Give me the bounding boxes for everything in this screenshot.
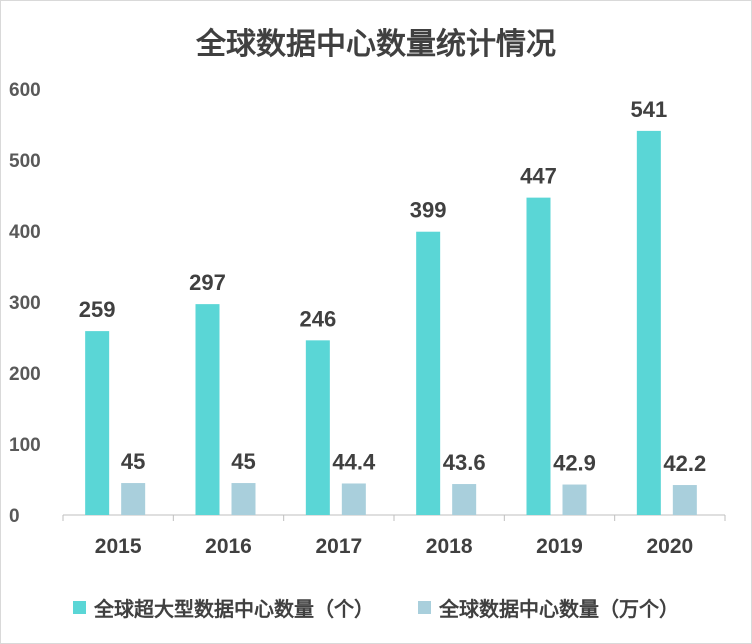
- legend-swatch-total: [418, 601, 431, 614]
- y-tick-label: 100: [9, 435, 41, 456]
- bar-total: [231, 483, 256, 515]
- bar-hyperscale: [85, 331, 110, 515]
- x-category-label: 2019: [536, 535, 583, 558]
- y-tick-label: 0: [9, 506, 20, 527]
- x-category-label: 2017: [315, 535, 362, 558]
- bar-chart-plot: 0 100 200 300 400 500 600 259 45 2015 297 45 2016 246…: [9, 80, 726, 558]
- y-tick-label: 500: [9, 151, 41, 172]
- x-category-label: 2020: [646, 535, 693, 558]
- bar-total: [672, 485, 697, 515]
- bar-hyperscale: [195, 304, 220, 515]
- data-label-total: 43.6: [443, 450, 486, 475]
- bar-total: [121, 483, 146, 515]
- data-label-hyperscale: 297: [189, 270, 226, 295]
- x-category-label: 2018: [426, 535, 473, 558]
- y-tick-label: 600: [9, 80, 41, 101]
- data-label-hyperscale: 541: [630, 97, 667, 122]
- bar-hyperscale: [636, 130, 661, 515]
- legend-swatch-hyperscale: [73, 601, 86, 614]
- legend-label-hyperscale: 全球超大型数据中心数量（个）: [94, 597, 374, 621]
- bar-total: [562, 484, 587, 515]
- data-label-hyperscale: 399: [410, 198, 447, 223]
- data-label-hyperscale: 259: [79, 297, 116, 322]
- data-label-total: 45: [231, 449, 255, 474]
- data-label-total: 45: [121, 449, 145, 474]
- data-label-hyperscale: 447: [520, 164, 557, 189]
- bar-hyperscale: [526, 197, 551, 515]
- chart-legend: 全球超大型数据中心数量（个） 全球数据中心数量（万个）: [1, 593, 751, 622]
- data-label-total: 44.4: [332, 449, 376, 474]
- chart-title: 全球数据中心数量统计情况: [196, 27, 556, 62]
- x-category-label: 2016: [205, 535, 252, 558]
- data-label-total: 42.9: [553, 451, 596, 476]
- bar-total: [452, 484, 477, 515]
- data-label-hyperscale: 246: [299, 306, 336, 331]
- y-tick-label: 300: [9, 293, 41, 314]
- bar-hyperscale: [416, 231, 441, 515]
- legend-item-total: 全球数据中心数量（万个）: [418, 593, 679, 622]
- data-label-total: 42.2: [663, 451, 706, 476]
- legend-item-hyperscale: 全球超大型数据中心数量（个）: [73, 593, 374, 622]
- bar-hyperscale: [305, 340, 330, 515]
- x-category-label: 2015: [95, 535, 142, 558]
- y-tick-label: 400: [9, 222, 41, 243]
- bar-total: [341, 483, 366, 515]
- legend-label-total: 全球数据中心数量（万个）: [439, 597, 679, 621]
- y-tick-label: 200: [9, 364, 41, 385]
